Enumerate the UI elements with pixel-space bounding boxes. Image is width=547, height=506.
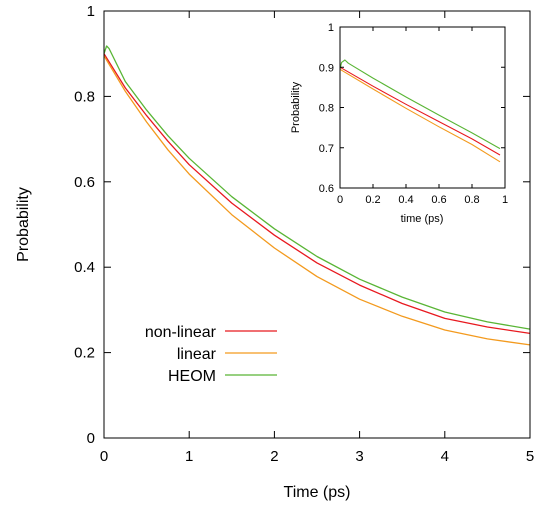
main-x-tick-label: 3 (355, 448, 363, 465)
inset-y-tick-label: 0.8 (319, 103, 334, 115)
main-x-tick-label: 5 (526, 448, 534, 465)
inset-x-axis-label: time (ps) (401, 213, 444, 225)
inset-y-axis-label: Probability (290, 81, 302, 133)
main-x-axis-label: Time (ps) (284, 484, 351, 501)
main-y-tick-label: 0.4 (74, 259, 95, 276)
main-y-axis-label: Probability (15, 187, 32, 262)
main-series-line-1 (103, 55, 531, 346)
inset-y-tick-label: 0.6 (319, 183, 334, 195)
inset-plot-background (340, 27, 505, 188)
inset-plot: 0 0.2 0.4 0.6 0.8 1 0.6 0.7 0.8 0.9 1 time (ps) Pr… (290, 22, 508, 225)
main-y-tick-label: 0.6 (74, 174, 95, 191)
main-y-tick-label: 0.8 (74, 88, 95, 105)
main-x-tick-label: 2 (270, 448, 278, 465)
legend-label-1: linear (177, 346, 217, 363)
main-x-tick-label: 1 (185, 448, 193, 465)
inset-y-tick-label: 0.9 (319, 62, 334, 74)
inset-x-tick-label: 0.2 (365, 194, 380, 206)
inset-series-line-2 (339, 59, 501, 150)
main-series-lines (103, 45, 531, 346)
legend-label-2: HEOM (168, 368, 216, 385)
main-series-line-0 (103, 53, 531, 335)
main-y-tick-label: 1 (87, 3, 95, 20)
main-ticks: 0 1 2 3 4 5 0 0.2 0.4 0.6 0.8 1 (74, 3, 534, 465)
main-series-line-2 (103, 45, 531, 330)
legend: non-linear linear HEOM (145, 324, 277, 385)
main-plot-frame (103, 10, 531, 439)
inset-y-tick-label: 1 (328, 22, 334, 34)
inset-x-tick-label: 0.4 (398, 194, 413, 206)
inset-series-lines (339, 59, 501, 163)
main-x-tick-label: 4 (441, 448, 449, 465)
inset-y-tick-label: 0.7 (319, 143, 334, 155)
inset-x-tick-label: 1 (502, 194, 508, 206)
inset-x-tick-label: 0.6 (431, 194, 446, 206)
inset-x-tick-label: 0.8 (464, 194, 479, 206)
inset-ticks: 0 0.2 0.4 0.6 0.8 1 0.6 0.7 0.8 0.9 1 (319, 22, 508, 206)
legend-label-0: non-linear (145, 324, 217, 341)
inset-series-line-0 (339, 66, 501, 156)
inset-series-line-1 (339, 68, 501, 163)
main-plot: 0 1 2 3 4 5 0 0.2 0.4 0.6 0.8 1 Time (ps) Probabili… (15, 3, 534, 501)
main-x-tick-label: 0 (100, 448, 108, 465)
inset-x-tick-label: 0 (337, 194, 343, 206)
main-y-tick-label: 0.2 (74, 345, 95, 362)
main-y-tick-label: 0 (87, 430, 95, 447)
